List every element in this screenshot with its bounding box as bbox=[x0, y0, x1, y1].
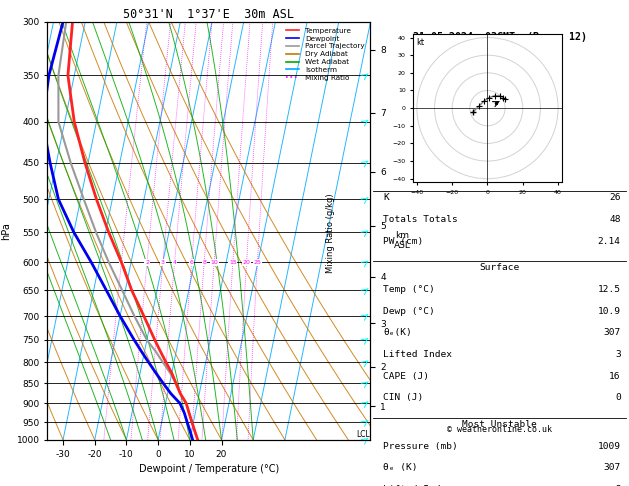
Text: Lifted Index: Lifted Index bbox=[384, 350, 452, 359]
Text: 307: 307 bbox=[604, 463, 621, 472]
Text: Pressure (mb): Pressure (mb) bbox=[384, 441, 458, 451]
Text: CAPE (J): CAPE (J) bbox=[384, 372, 430, 381]
Text: 307: 307 bbox=[604, 328, 621, 337]
Text: 26: 26 bbox=[610, 193, 621, 202]
Text: 3: 3 bbox=[161, 260, 165, 265]
Text: 3: 3 bbox=[615, 350, 621, 359]
Text: Most Unstable: Most Unstable bbox=[462, 420, 537, 429]
Text: 25: 25 bbox=[253, 260, 262, 265]
X-axis label: Dewpoint / Temperature (°C): Dewpoint / Temperature (°C) bbox=[139, 464, 279, 474]
Title: 50°31'N  1°37'E  30m ASL: 50°31'N 1°37'E 30m ASL bbox=[123, 8, 294, 21]
Text: Totals Totals: Totals Totals bbox=[384, 215, 458, 224]
Text: 12.5: 12.5 bbox=[598, 285, 621, 294]
Text: θₑ(K): θₑ(K) bbox=[384, 328, 412, 337]
Text: 1009: 1009 bbox=[598, 441, 621, 451]
Text: 16: 16 bbox=[610, 372, 621, 381]
Text: 0: 0 bbox=[615, 394, 621, 402]
Text: 3: 3 bbox=[615, 485, 621, 486]
Text: PW (cm): PW (cm) bbox=[384, 237, 424, 246]
Text: 8: 8 bbox=[203, 260, 206, 265]
Text: 1: 1 bbox=[120, 260, 123, 265]
Text: © weatheronline.co.uk: © weatheronline.co.uk bbox=[447, 425, 552, 434]
Text: Mixing Ratio (g/kg): Mixing Ratio (g/kg) bbox=[326, 193, 335, 273]
Text: θₑ (K): θₑ (K) bbox=[384, 463, 418, 472]
Text: 31.05.2024  03GMT  (Base: 12): 31.05.2024 03GMT (Base: 12) bbox=[413, 32, 587, 42]
Text: 10.9: 10.9 bbox=[598, 307, 621, 315]
Text: 10: 10 bbox=[210, 260, 218, 265]
Text: Surface: Surface bbox=[479, 263, 520, 272]
Text: 4: 4 bbox=[172, 260, 177, 265]
Text: 20: 20 bbox=[243, 260, 250, 265]
Text: Dewp (°C): Dewp (°C) bbox=[384, 307, 435, 315]
Text: kt: kt bbox=[416, 38, 425, 48]
Y-axis label: km
ASL: km ASL bbox=[394, 231, 411, 250]
Text: LCL: LCL bbox=[356, 430, 369, 439]
Text: 48: 48 bbox=[610, 215, 621, 224]
Text: 2.14: 2.14 bbox=[598, 237, 621, 246]
Text: 6: 6 bbox=[190, 260, 194, 265]
Text: Lifted Index: Lifted Index bbox=[384, 485, 452, 486]
Text: Temp (°C): Temp (°C) bbox=[384, 285, 435, 294]
Text: 15: 15 bbox=[229, 260, 237, 265]
Text: CIN (J): CIN (J) bbox=[384, 394, 424, 402]
Text: K: K bbox=[384, 193, 389, 202]
Legend: Temperature, Dewpoint, Parcel Trajectory, Dry Adiabat, Wet Adiabat, Isotherm, Mi: Temperature, Dewpoint, Parcel Trajectory… bbox=[284, 25, 367, 83]
Text: 2: 2 bbox=[145, 260, 149, 265]
Y-axis label: hPa: hPa bbox=[1, 222, 11, 240]
